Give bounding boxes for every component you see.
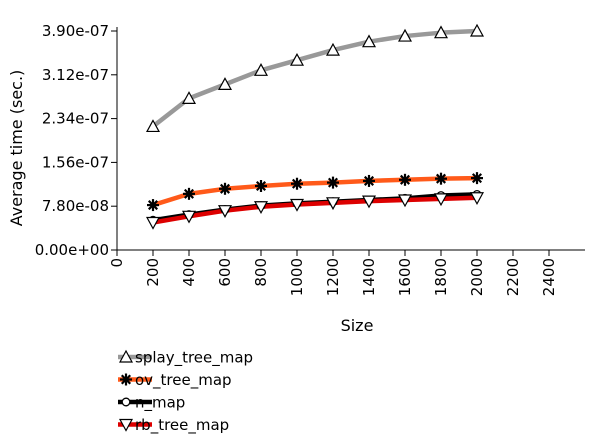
x-tick-label: 2200 — [504, 258, 522, 296]
data-point-triangle-down — [253, 201, 269, 215]
x-tick-label: 2400 — [540, 258, 558, 296]
data-point-triangle-up — [253, 63, 269, 76]
data-point-triangle-up — [217, 77, 233, 90]
series-layer — [145, 23, 485, 230]
x-tick-label: 0 — [108, 258, 126, 268]
markers-ov_tree_map — [147, 172, 483, 212]
data-point-triangle-up — [397, 28, 413, 42]
x-tick-label: 800 — [252, 258, 270, 287]
data-point-triangle-down — [217, 205, 233, 218]
x-tick-label: 1400 — [360, 258, 378, 296]
data-point-triangle-up — [325, 42, 341, 56]
markers-rb_tree_map — [145, 192, 485, 230]
legend: splay_tree_map ov_tree_map n_map rb_tree_ma… — [118, 349, 253, 435]
x-tick-label: 2000 — [468, 258, 486, 296]
series-splay_tree_map — [150, 28, 480, 129]
data-point-asterisk — [471, 172, 483, 185]
data-point-asterisk — [435, 172, 447, 185]
data-point-triangle-down — [325, 197, 341, 211]
series-line-rb_tree_map — [150, 195, 480, 225]
legend-item-ov_tree_map: ov_tree_map — [118, 371, 232, 390]
legend-label: n_map — [135, 394, 185, 413]
series-ov_tree_map — [150, 175, 480, 208]
data-point-triangle-down — [397, 194, 413, 208]
x-axis-label: Size — [341, 316, 374, 335]
data-point-triangle-down — [118, 418, 134, 432]
data-point-circle — [121, 397, 131, 407]
data-point-triangle-up — [181, 91, 197, 104]
data-point-asterisk — [219, 182, 231, 195]
y-axis-label: Average time (sec.) — [7, 70, 26, 227]
data-point-triangle-down — [181, 210, 197, 224]
data-point-triangle-up — [361, 34, 377, 48]
data-point-triangle-up — [433, 25, 449, 39]
series-line-splay_tree_map — [150, 28, 480, 129]
data-point-asterisk — [255, 179, 267, 192]
legend-label: ov_tree_map — [135, 371, 232, 390]
legend-item-rb_tree_map: rb_tree_map — [118, 416, 229, 435]
y-tick-label: 2.34e-07 — [42, 110, 109, 128]
y-tick-label: 1.56e-07 — [42, 153, 109, 171]
data-point-asterisk — [147, 199, 159, 212]
data-point-asterisk — [183, 187, 195, 200]
y-tick-label: 3.90e-07 — [42, 22, 109, 40]
data-point-asterisk — [363, 174, 375, 187]
y-tick-label: 7.80e-08 — [42, 197, 109, 215]
data-point-triangle-up — [118, 349, 134, 363]
x-ticks: 0 200 400 600 800 1000 1200 1400 1600 1800 2000 220… — [108, 250, 558, 296]
legend-item-n_map: n_map — [118, 394, 185, 413]
legend-label: rb_tree_map — [135, 416, 229, 435]
data-point-triangle-down — [361, 195, 377, 209]
data-point-triangle-down — [145, 216, 161, 230]
axes — [116, 27, 585, 251]
data-point-asterisk — [291, 177, 303, 190]
x-tick-label: 1000 — [288, 258, 306, 296]
data-point-asterisk — [120, 373, 132, 386]
y-ticks: 0.00e+00 7.80e-08 1.56e-07 2.34e-07 3.12e-07… — [35, 22, 117, 259]
y-tick-label: 3.12e-07 — [42, 66, 109, 84]
y-tick-label: 0.00e+00 — [35, 241, 109, 259]
x-tick-label: 400 — [180, 258, 198, 287]
data-point-triangle-up — [469, 23, 485, 37]
data-point-asterisk — [399, 173, 411, 186]
x-tick-label: 1800 — [432, 258, 450, 296]
data-point-triangle-down — [469, 192, 485, 206]
legend-label: splay_tree_map — [135, 349, 253, 368]
x-tick-label: 600 — [216, 258, 234, 287]
series-rb_tree_map — [150, 195, 480, 225]
legend-item-splay_tree_map: splay_tree_map — [118, 349, 253, 368]
data-point-triangle-up — [145, 119, 161, 133]
markers-splay_tree_map — [145, 23, 485, 133]
x-tick-label: 1600 — [396, 258, 414, 296]
data-point-triangle-up — [289, 52, 305, 66]
data-point-asterisk — [327, 176, 339, 189]
data-point-triangle-down — [289, 198, 305, 212]
x-tick-label: 1200 — [324, 258, 342, 296]
data-point-triangle-down — [433, 193, 449, 207]
x-tick-label: 200 — [144, 258, 162, 287]
series-line-ov_tree_map — [150, 175, 480, 208]
